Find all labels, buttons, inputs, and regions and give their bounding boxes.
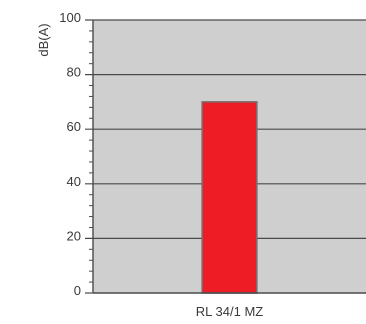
y-tick-label: 40 [67, 174, 81, 189]
bar [201, 101, 258, 294]
y-tick-label: 80 [67, 65, 81, 80]
x-tick-labels: RL 34/1 MZ [196, 304, 263, 319]
y-tick-label: 20 [67, 228, 81, 243]
y-tick-label: 0 [74, 283, 81, 298]
x-tick-label: RL 34/1 MZ [196, 304, 263, 319]
y-tick-labels: 0 20 40 60 80 100 [59, 10, 81, 298]
y-tick-label: 100 [59, 10, 81, 25]
bars [201, 101, 258, 294]
y-axis-label: dB(A) [36, 23, 51, 56]
y-tick-label: 60 [67, 119, 81, 134]
